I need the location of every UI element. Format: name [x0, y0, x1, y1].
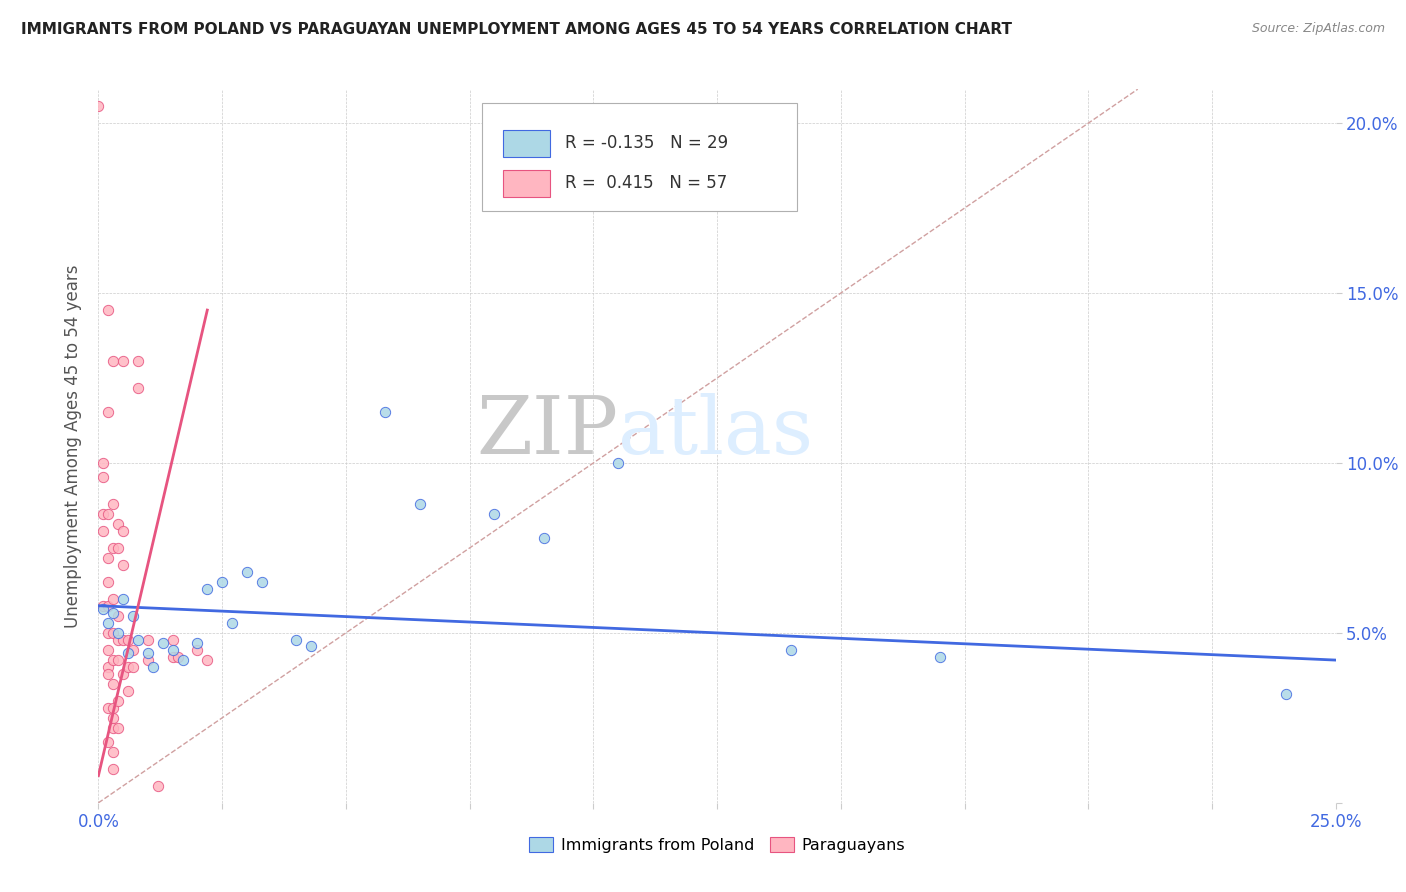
- Point: [127, 381, 149, 395]
- Legend: Immigrants from Poland, Paraguayans: Immigrants from Poland, Paraguayans: [522, 830, 912, 859]
- Point: [117, 646, 139, 660]
- Point: [250, 574, 273, 589]
- Point: [103, 591, 125, 606]
- Point: [107, 694, 129, 708]
- Point: [103, 653, 125, 667]
- Point: [117, 632, 139, 647]
- Point: [103, 762, 125, 776]
- Point: [97, 643, 120, 657]
- Point: [93, 456, 115, 470]
- Point: [112, 591, 135, 606]
- Point: [112, 632, 135, 647]
- Text: atlas: atlas: [619, 392, 813, 471]
- Point: [195, 582, 218, 596]
- Bar: [503, 129, 550, 157]
- Point: [146, 779, 169, 793]
- Point: [103, 677, 125, 691]
- Text: Source: ZipAtlas.com: Source: ZipAtlas.com: [1251, 22, 1385, 36]
- Point: [87, 99, 110, 113]
- Point: [186, 636, 208, 650]
- Point: [136, 646, 159, 660]
- Point: [127, 354, 149, 368]
- Y-axis label: Unemployment Among Ages 45 to 54 years: Unemployment Among Ages 45 to 54 years: [65, 264, 83, 628]
- Point: [97, 660, 120, 674]
- Point: [142, 660, 165, 674]
- Bar: [503, 169, 550, 197]
- Point: [107, 608, 129, 623]
- Point: [97, 734, 120, 748]
- Point: [107, 541, 129, 555]
- Point: [117, 683, 139, 698]
- Point: [533, 531, 555, 545]
- Point: [152, 636, 174, 650]
- Point: [103, 497, 125, 511]
- Point: [409, 497, 432, 511]
- FancyBboxPatch shape: [482, 103, 797, 211]
- Point: [103, 541, 125, 555]
- Point: [374, 405, 396, 419]
- Point: [103, 711, 125, 725]
- Point: [97, 405, 120, 419]
- Point: [484, 507, 506, 521]
- Point: [103, 745, 125, 759]
- Point: [97, 574, 120, 589]
- Point: [162, 649, 184, 664]
- Point: [103, 626, 125, 640]
- Point: [93, 469, 115, 483]
- Point: [103, 721, 125, 735]
- Text: IMMIGRANTS FROM POLAND VS PARAGUAYAN UNEMPLOYMENT AMONG AGES 45 TO 54 YEARS CORR: IMMIGRANTS FROM POLAND VS PARAGUAYAN UNE…: [21, 22, 1012, 37]
- Point: [122, 660, 145, 674]
- Point: [107, 632, 129, 647]
- Text: ZIP: ZIP: [477, 392, 619, 471]
- Point: [136, 632, 159, 647]
- Point: [97, 666, 120, 681]
- Point: [97, 303, 120, 318]
- Point: [285, 632, 308, 647]
- Point: [112, 524, 135, 538]
- Point: [112, 558, 135, 572]
- Point: [122, 608, 145, 623]
- Point: [162, 632, 184, 647]
- Point: [93, 599, 115, 613]
- Point: [103, 700, 125, 714]
- Point: [112, 666, 135, 681]
- Point: [607, 456, 630, 470]
- Text: R = -0.135   N = 29: R = -0.135 N = 29: [565, 135, 728, 153]
- Point: [299, 640, 322, 654]
- Point: [107, 626, 129, 640]
- Point: [166, 649, 188, 664]
- Point: [107, 517, 129, 532]
- Point: [112, 354, 135, 368]
- Point: [103, 606, 125, 620]
- Point: [928, 649, 950, 664]
- Point: [780, 643, 803, 657]
- Point: [211, 574, 233, 589]
- Point: [1275, 687, 1298, 701]
- Point: [186, 643, 208, 657]
- Point: [97, 700, 120, 714]
- Point: [162, 643, 184, 657]
- Point: [195, 653, 218, 667]
- Point: [93, 524, 115, 538]
- Point: [97, 507, 120, 521]
- Point: [136, 653, 159, 667]
- Point: [93, 602, 115, 616]
- Point: [97, 551, 120, 566]
- Point: [93, 507, 115, 521]
- Text: R =  0.415   N = 57: R = 0.415 N = 57: [565, 174, 727, 193]
- Point: [97, 615, 120, 630]
- Point: [117, 660, 139, 674]
- Point: [103, 354, 125, 368]
- Point: [97, 599, 120, 613]
- Point: [236, 565, 259, 579]
- Point: [127, 632, 149, 647]
- Point: [97, 626, 120, 640]
- Point: [122, 643, 145, 657]
- Point: [172, 653, 194, 667]
- Point: [221, 615, 243, 630]
- Point: [107, 653, 129, 667]
- Point: [107, 721, 129, 735]
